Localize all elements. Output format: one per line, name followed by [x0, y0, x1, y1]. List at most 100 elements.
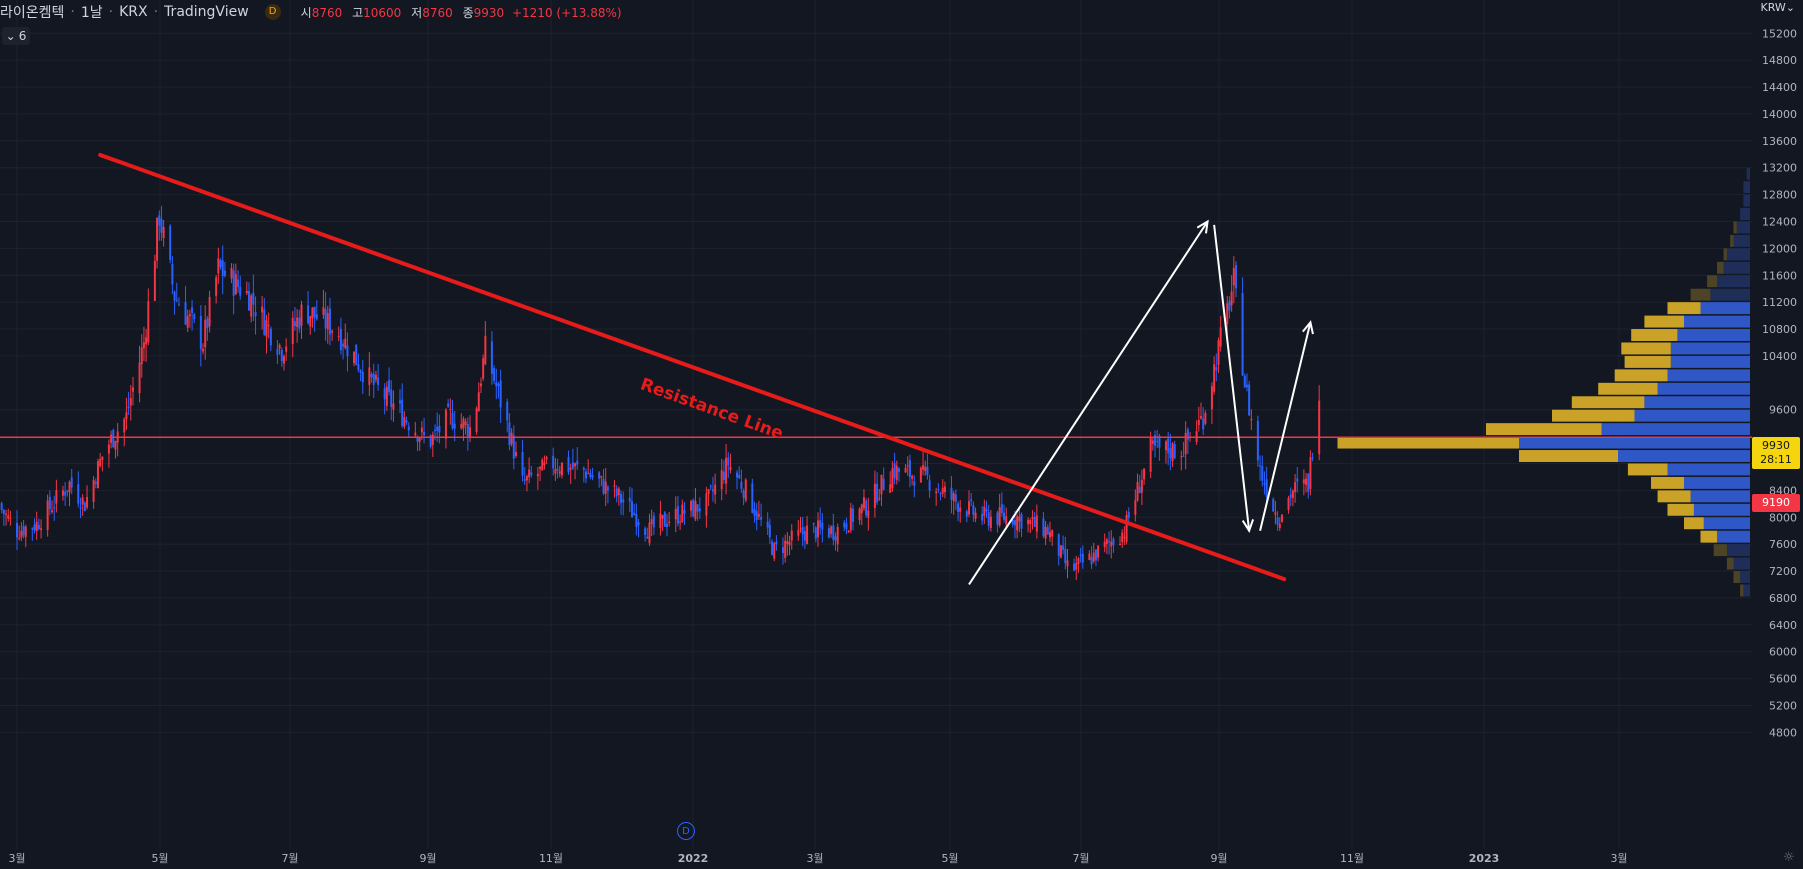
candle-body: [331, 330, 334, 333]
time-axis: [0, 849, 1752, 869]
candle-body: [309, 315, 312, 327]
candle-body: [344, 338, 347, 349]
volume-profile-bar-down: [1743, 584, 1750, 597]
candle-body: [418, 437, 421, 442]
candle-body: [895, 465, 898, 481]
candle-body: [322, 307, 325, 315]
candle-body: [37, 524, 40, 530]
dividend-event-marker-icon[interactable]: D: [677, 822, 695, 840]
candle-body: [830, 526, 833, 534]
currency-selector[interactable]: KRW⌄: [1760, 1, 1795, 14]
candle-body: [123, 419, 126, 433]
volume-profile-bar-up: [1723, 248, 1727, 261]
candle-body: [814, 527, 817, 539]
candle-body: [156, 217, 159, 261]
symbol-name[interactable]: 라이온켐텍: [0, 5, 65, 21]
candle-body: [9, 518, 12, 520]
candle-body: [589, 472, 592, 478]
candle-body: [83, 502, 86, 512]
candle-body: [346, 345, 349, 357]
volume-profile-bar-up: [1740, 584, 1744, 597]
candle-body: [659, 513, 662, 529]
dividend-badge-icon[interactable]: D: [264, 4, 281, 20]
volume-profile-bar-down: [1670, 342, 1750, 355]
candle-body: [620, 494, 623, 503]
candle-body: [247, 291, 250, 311]
candle-body: [1204, 413, 1207, 424]
candle-body: [628, 498, 631, 502]
candle-body: [683, 509, 686, 514]
candle-body: [819, 519, 822, 528]
candle-body: [812, 523, 815, 525]
candle-body: [650, 519, 653, 525]
candle-body: [385, 386, 388, 406]
price-tick-label: 14800: [1762, 54, 1797, 67]
candle-body: [543, 462, 546, 466]
candle-body: [1097, 545, 1100, 558]
candle-body: [858, 508, 861, 521]
candle-body: [827, 528, 830, 538]
candle-body: [1228, 300, 1231, 311]
candle-body: [173, 291, 176, 301]
candle-body: [751, 483, 754, 513]
candle-body: [585, 471, 588, 479]
price-tick-label: 14000: [1762, 108, 1797, 121]
candle-body: [298, 317, 301, 329]
price-tick-label: 4800: [1769, 726, 1797, 739]
candle-body: [1305, 478, 1308, 485]
candle-body: [983, 506, 986, 516]
trend-arrow-head: [1196, 219, 1209, 234]
candle-body: [1259, 465, 1262, 467]
volume-profile-bar-down: [1726, 544, 1750, 557]
volume-profile-bar-down: [1743, 194, 1750, 207]
candle-body: [652, 515, 655, 528]
candle-body: [280, 349, 283, 362]
volume-profile-bar-down: [1723, 261, 1750, 274]
volume-profile-bar-up: [1571, 396, 1645, 409]
candle-body: [788, 541, 791, 546]
candle-body: [0, 503, 3, 511]
candle-body: [725, 457, 728, 484]
candle-body: [1287, 497, 1290, 510]
candle-body: [904, 467, 907, 473]
last-price-tag: 9930 28:11: [1752, 437, 1800, 469]
candle-body: [676, 506, 679, 524]
indicators-collapse-button[interactable]: ⌄ 6: [2, 27, 30, 45]
candle-body: [177, 304, 180, 306]
candle-body: [521, 451, 524, 476]
candle-body: [171, 264, 174, 285]
candle-body: [398, 400, 401, 404]
candle-body: [1051, 529, 1054, 537]
candle-body: [539, 466, 542, 469]
volume-profile-bar-up: [1624, 355, 1671, 368]
candle-body: [661, 515, 664, 519]
chevron-down-icon: ⌄: [1785, 1, 1795, 14]
low-value: 8760: [422, 5, 453, 20]
volume-profile-bar-down: [1667, 369, 1750, 382]
candle-body: [1027, 519, 1030, 525]
candle-body: [1033, 517, 1036, 527]
volume-profile-bar-up: [1644, 315, 1684, 328]
settings-gear-icon[interactable]: ☼: [1783, 850, 1795, 865]
candle-body: [466, 423, 469, 437]
candle-body: [698, 508, 701, 512]
candle-body: [436, 426, 439, 431]
candle-body: [199, 315, 202, 350]
interval-label[interactable]: 1날: [80, 5, 103, 21]
candle-body: [646, 536, 649, 539]
candle-body: [1057, 534, 1060, 556]
candle-body: [571, 462, 574, 469]
time-tick-label: 11월: [1340, 852, 1364, 865]
candle-body: [311, 307, 314, 319]
candle-body: [315, 314, 318, 320]
horizontal-line-price-tag[interactable]: 9190: [1752, 494, 1800, 512]
candle-body: [1232, 268, 1235, 286]
candle-body: [514, 451, 517, 456]
candle-body: [1154, 435, 1157, 446]
candle-body: [453, 423, 456, 429]
candle-body: [768, 524, 771, 538]
candle-body: [690, 500, 693, 511]
candle-body: [633, 512, 636, 515]
candle-body: [613, 485, 616, 487]
